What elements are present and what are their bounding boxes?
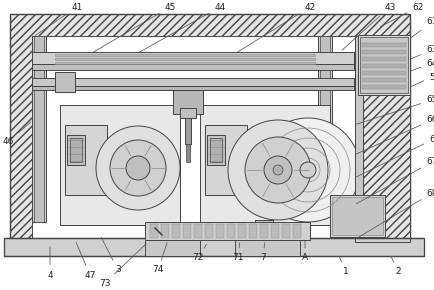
Bar [330, 195, 385, 237]
Text: 43: 43 [342, 3, 396, 50]
Bar [180, 108, 196, 118]
Bar [235, 240, 300, 256]
Text: 74: 74 [152, 243, 167, 275]
Bar [32, 64, 354, 70]
Circle shape [245, 137, 311, 203]
Bar [320, 36, 330, 222]
Text: 71: 71 [232, 243, 244, 262]
Bar [32, 36, 46, 222]
Text: 67: 67 [356, 157, 434, 204]
Text: 46: 46 [2, 122, 31, 146]
Text: 7: 7 [260, 243, 266, 262]
Bar [362, 57, 406, 61]
Text: 41: 41 [35, 3, 83, 35]
Circle shape [126, 156, 150, 180]
Circle shape [300, 162, 316, 178]
Text: A: A [302, 240, 308, 262]
Text: 62: 62 [381, 3, 424, 27]
Circle shape [228, 120, 328, 220]
Bar [150, 224, 158, 238]
Text: 4: 4 [47, 247, 53, 280]
Bar [362, 43, 406, 47]
Bar [318, 36, 332, 222]
Bar [362, 85, 406, 89]
Bar [55, 62, 315, 64]
Text: 47: 47 [76, 242, 95, 280]
Text: 64: 64 [411, 59, 434, 71]
Bar [205, 224, 213, 238]
Bar [161, 224, 169, 238]
Text: 44: 44 [122, 3, 226, 62]
Bar [360, 37, 408, 93]
Bar [227, 224, 235, 238]
Bar [172, 224, 180, 238]
Bar [67, 135, 85, 165]
Bar [10, 14, 410, 242]
Text: 72: 72 [192, 244, 207, 262]
Text: 66: 66 [357, 115, 434, 154]
Bar [362, 64, 406, 68]
Bar [55, 58, 315, 60]
Bar [358, 35, 410, 95]
Bar [145, 240, 200, 256]
Bar [32, 78, 354, 86]
Bar [4, 238, 424, 256]
Bar [173, 90, 203, 114]
Bar [293, 224, 301, 238]
Bar [332, 197, 383, 235]
Text: 73: 73 [99, 244, 146, 287]
Bar [207, 135, 225, 165]
Bar [70, 138, 82, 162]
Text: 65: 65 [357, 95, 434, 124]
Bar [32, 36, 388, 242]
Bar [210, 138, 222, 162]
Bar [32, 86, 354, 90]
Bar [271, 224, 279, 238]
Bar [362, 78, 406, 82]
Bar [205, 125, 247, 195]
Bar [216, 224, 224, 238]
Text: 42: 42 [222, 3, 316, 61]
Bar [260, 224, 268, 238]
Text: 6: 6 [356, 135, 434, 177]
Bar [183, 224, 191, 238]
Bar [362, 71, 406, 75]
Circle shape [256, 118, 360, 222]
Text: 63: 63 [411, 46, 434, 59]
Text: 1: 1 [339, 257, 349, 276]
Bar [34, 36, 44, 222]
Text: 68: 68 [356, 188, 434, 239]
Text: 2: 2 [391, 257, 401, 276]
Bar [60, 105, 180, 225]
Text: 5: 5 [411, 72, 434, 87]
Bar [249, 224, 257, 238]
Bar [355, 36, 363, 230]
Text: 45: 45 [77, 3, 176, 61]
Bar [200, 105, 330, 225]
Bar [355, 36, 410, 242]
Bar [55, 72, 75, 92]
Bar [55, 54, 315, 56]
Bar [362, 50, 406, 54]
Bar [145, 222, 310, 240]
Bar [186, 144, 190, 162]
Circle shape [264, 156, 292, 184]
Text: 3: 3 [101, 238, 121, 275]
Bar [32, 52, 354, 64]
Circle shape [273, 165, 283, 175]
Bar [238, 224, 246, 238]
Bar [65, 125, 107, 195]
Circle shape [110, 140, 166, 196]
Bar [255, 220, 273, 240]
Bar [355, 36, 410, 242]
Text: 61: 61 [410, 17, 434, 38]
Bar [185, 114, 191, 144]
Circle shape [96, 126, 180, 210]
Bar [194, 224, 202, 238]
Bar [282, 224, 290, 238]
